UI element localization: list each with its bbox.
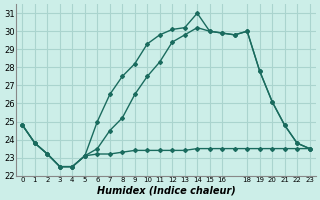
X-axis label: Humidex (Indice chaleur): Humidex (Indice chaleur)	[97, 186, 236, 196]
